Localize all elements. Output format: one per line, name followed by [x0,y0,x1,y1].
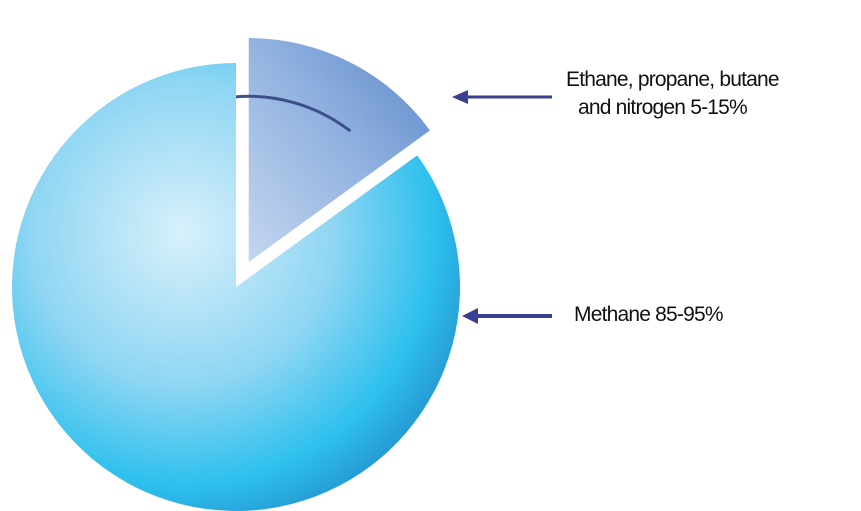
slice-label-minor: Ethane, propane, butane and nitrogen 5-1… [566,66,780,122]
arrow-minor-head [452,90,468,104]
slice-label-major: Methane 85-95% [574,303,724,326]
slice-label-minor-line1: Ethane, propane, butane [566,68,780,91]
pie-slice-major [12,63,460,511]
slice-label-minor-line2: and nitrogen 5-15% [578,96,748,119]
pie-slice-minor [248,38,430,263]
slice-range-arc [231,94,352,133]
arrow-major-head [462,308,478,324]
